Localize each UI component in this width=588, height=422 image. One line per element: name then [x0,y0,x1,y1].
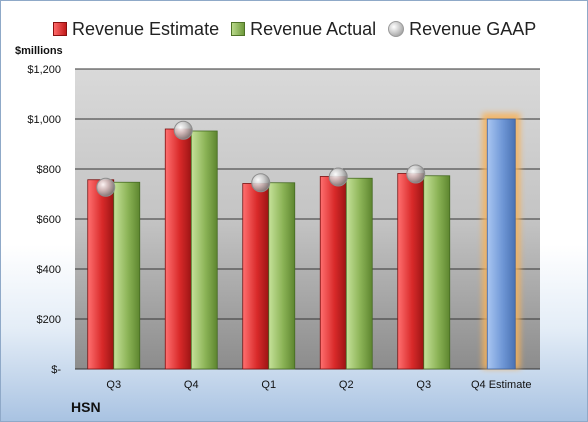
y-tick-label: $1,000 [27,114,61,126]
bar-q4-estimate [486,118,516,370]
legend-label-gaap: Revenue GAAP [409,18,537,39]
y-tick-label: $1,200 [27,64,61,76]
legend-item-estimate: Revenue Estimate [53,19,219,40]
bar-revenue-actual [423,175,451,370]
y-tick-label: $800 [37,164,61,176]
legend: Revenue Estimate Revenue Actual Revenue … [53,17,548,41]
x-tick-label: Q4 Estimate [471,379,532,391]
legend-label-actual: Revenue Actual [250,18,377,39]
x-tick-label: Q1 [261,379,276,391]
bar-revenue-actual [268,182,296,370]
legend-item-actual: Revenue Actual [231,19,376,40]
bar-revenue-estimate [319,176,347,370]
x-tick-label: Q4 [184,379,199,391]
y-tick-label: $- [51,364,61,376]
legend-item-gaap: Revenue GAAP [388,19,536,40]
x-tick-label: Q3 [416,379,431,391]
marker-revenue-gaap [96,177,116,197]
x-tick-labels: Q3 Q4 Q1 Q2 Q3 Q4 Estimate [106,379,531,391]
bar-revenue-estimate [242,183,270,370]
legend-label-estimate: Revenue Estimate [72,18,220,39]
marker-revenue-gaap [406,164,426,184]
legend-marker-gaap [388,21,405,37]
y-tick-label: $600 [37,214,61,226]
bar-revenue-actual [113,181,141,370]
units-label: $millions [15,45,63,57]
y-tick-label: $400 [37,264,61,276]
company-label: HSN [71,399,101,415]
x-tick-label: Q2 [339,379,354,391]
bar-revenue-actual [190,130,218,370]
bar-revenue-actual [345,177,373,370]
marker-revenue-gaap [328,167,348,187]
gridlines [75,68,540,370]
x-tick-label: Q3 [106,379,121,391]
marker-revenue-gaap [173,120,193,140]
y-tick-labels: $- $200 $400 $600 $800 $1,000 $1,200 [27,64,61,376]
bars [87,113,521,370]
bar-revenue-estimate [87,179,115,370]
marker-revenue-gaap [251,173,271,193]
gaap-markers [96,120,426,197]
bar-revenue-estimate [397,173,425,370]
legend-swatch-actual [231,22,246,36]
y-tick-label: $200 [37,314,61,326]
legend-swatch-estimate [53,22,67,36]
bar-revenue-estimate [164,128,192,370]
